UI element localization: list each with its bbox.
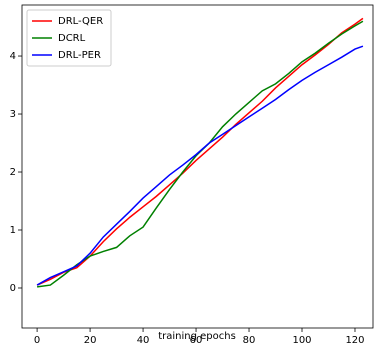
plot-frame bbox=[21, 4, 374, 329]
y-tick-label: 0 bbox=[10, 283, 16, 294]
x-tick-label: 100 bbox=[292, 335, 311, 344]
series-line bbox=[36, 45, 364, 286]
legend-label: DRL-QER bbox=[58, 16, 103, 27]
x-tick-label: 40 bbox=[137, 335, 150, 344]
y-tick-label: 3 bbox=[10, 109, 16, 120]
x-tick-label: 20 bbox=[84, 335, 97, 344]
y-tick-label: 1 bbox=[10, 225, 16, 236]
x-tick-label: 0 bbox=[34, 335, 40, 344]
series-line bbox=[36, 17, 364, 286]
y-tick-label: 2 bbox=[10, 167, 16, 178]
x-axis-label: training epochs bbox=[158, 331, 236, 342]
x-tick-label: 80 bbox=[243, 335, 256, 344]
y-tick-label: 4 bbox=[10, 51, 16, 62]
x-tick-label: 60 bbox=[190, 335, 203, 344]
x-tick-label: 120 bbox=[345, 335, 364, 344]
legend-label: DRL-PER bbox=[58, 50, 101, 61]
legend-box bbox=[26, 9, 112, 67]
legend-label: DCRL bbox=[58, 33, 86, 44]
